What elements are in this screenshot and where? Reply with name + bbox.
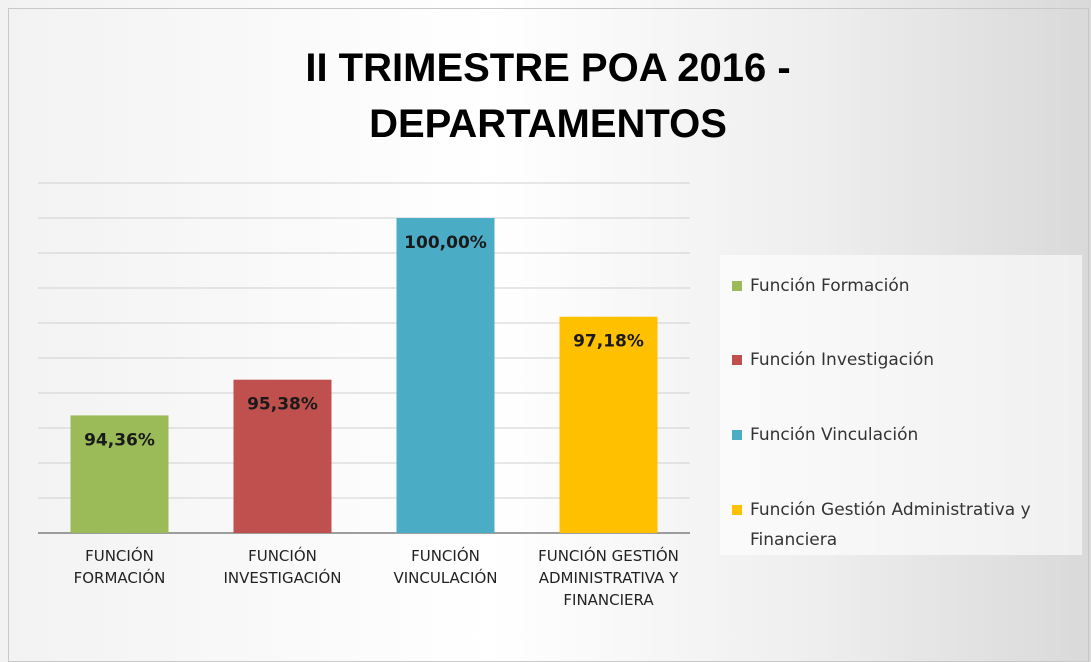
- legend-entry: Función Formación: [732, 271, 1072, 301]
- x-tick-label: FUNCIÓN FORMACIÓN: [73, 547, 166, 587]
- data-label: 94,36%: [84, 430, 155, 450]
- x-tick-label: FUNCIÓN GESTIÓN ADMINISTRATIVA Y FINANCI…: [538, 547, 679, 609]
- legend-swatch: [732, 355, 742, 365]
- bar: [396, 218, 495, 533]
- legend-swatch: [732, 281, 742, 291]
- data-label: 100,00%: [404, 233, 487, 253]
- legend-entry: Función Gestión Administrativa y Financi…: [732, 495, 1072, 555]
- legend: Función Formación Función Investigación Fu…: [720, 255, 1082, 555]
- bar: [233, 379, 332, 533]
- legend-swatch: [732, 430, 742, 440]
- x-tick-label: FUNCIÓN VINCULACIÓN: [393, 547, 498, 587]
- data-label: 97,18%: [573, 332, 644, 352]
- legend-swatch: [732, 505, 742, 515]
- legend-entry: Función Investigación: [732, 345, 1072, 375]
- legend-entry: Función Vinculación: [732, 420, 1072, 450]
- bar: [559, 316, 658, 533]
- x-tick-label: FUNCIÓN INVESTIGACIÓN: [223, 547, 342, 587]
- data-label: 95,38%: [247, 395, 318, 415]
- bar: [70, 415, 169, 533]
- chart-title: II TRIMESTRE POA 2016 - DEPARTAMENTOS: [305, 46, 791, 146]
